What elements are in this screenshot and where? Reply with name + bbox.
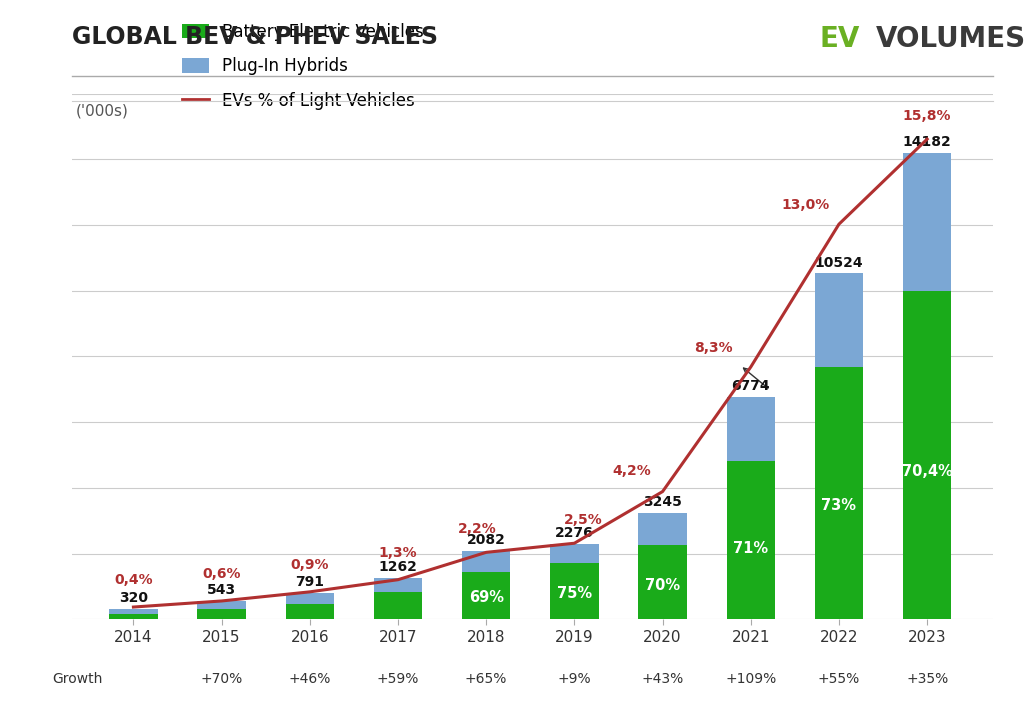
Text: 3245: 3245 (643, 495, 682, 508)
Text: 0,6%: 0,6% (203, 567, 241, 581)
Text: +55%: +55% (818, 672, 860, 685)
Text: +35%: +35% (906, 672, 948, 685)
Text: 1262: 1262 (379, 560, 418, 574)
Text: VOLUMES: VOLUMES (876, 25, 1024, 53)
Text: +46%: +46% (289, 672, 331, 685)
Text: 543: 543 (207, 583, 237, 598)
Text: 0,4%: 0,4% (114, 573, 153, 588)
Text: 70,4%: 70,4% (902, 464, 952, 479)
Bar (374, 593, 422, 619)
Text: 10524: 10524 (815, 256, 863, 269)
Text: 71%: 71% (733, 541, 768, 556)
Text: +59%: +59% (377, 672, 419, 685)
Bar (903, 291, 951, 619)
Text: 73%: 73% (821, 498, 856, 513)
Text: Growth: Growth (52, 672, 102, 685)
Bar (638, 513, 687, 544)
Text: 791: 791 (295, 575, 325, 589)
Text: +70%: +70% (201, 672, 243, 685)
Text: 13,0%: 13,0% (781, 198, 829, 212)
Text: EV: EV (819, 25, 859, 53)
Bar (462, 551, 510, 572)
Bar (286, 593, 334, 603)
Bar (726, 397, 775, 462)
Text: 8,3%: 8,3% (694, 341, 733, 354)
Bar (286, 603, 334, 619)
Bar (638, 544, 687, 619)
Text: 2,2%: 2,2% (458, 522, 497, 536)
Text: ('000s): ('000s) (76, 104, 129, 119)
Text: +65%: +65% (465, 672, 507, 685)
Bar (110, 614, 158, 619)
Bar (110, 608, 158, 614)
Text: 4,2%: 4,2% (612, 464, 651, 478)
Text: 2276: 2276 (555, 526, 594, 541)
Text: +109%: +109% (725, 672, 776, 685)
Text: 69%: 69% (469, 590, 504, 606)
Bar (198, 609, 246, 619)
Bar (198, 601, 246, 609)
Bar (550, 544, 599, 563)
Text: 320: 320 (119, 590, 147, 605)
Bar (462, 572, 510, 619)
Bar (726, 462, 775, 619)
Legend: Battery Electric Vehicles, Plug-In Hybrids, EVs % of Light Vehicles: Battery Electric Vehicles, Plug-In Hybri… (182, 23, 424, 110)
Text: 6774: 6774 (731, 379, 770, 392)
Text: 2082: 2082 (467, 533, 506, 547)
Bar (550, 563, 599, 619)
Text: +9%: +9% (557, 672, 591, 685)
Text: 1,3%: 1,3% (379, 546, 418, 560)
Text: 70%: 70% (645, 578, 680, 593)
Bar (903, 153, 951, 291)
Text: +43%: +43% (641, 672, 684, 685)
Text: 14182: 14182 (903, 135, 951, 149)
Text: 75%: 75% (557, 587, 592, 601)
Text: GLOBAL BEV & PHEV SALES: GLOBAL BEV & PHEV SALES (72, 25, 437, 49)
Bar (374, 577, 422, 593)
Text: 15,8%: 15,8% (903, 109, 951, 122)
Text: 0,9%: 0,9% (291, 558, 329, 572)
Bar (815, 366, 863, 619)
Bar (815, 274, 863, 366)
Text: 2,5%: 2,5% (564, 513, 602, 527)
